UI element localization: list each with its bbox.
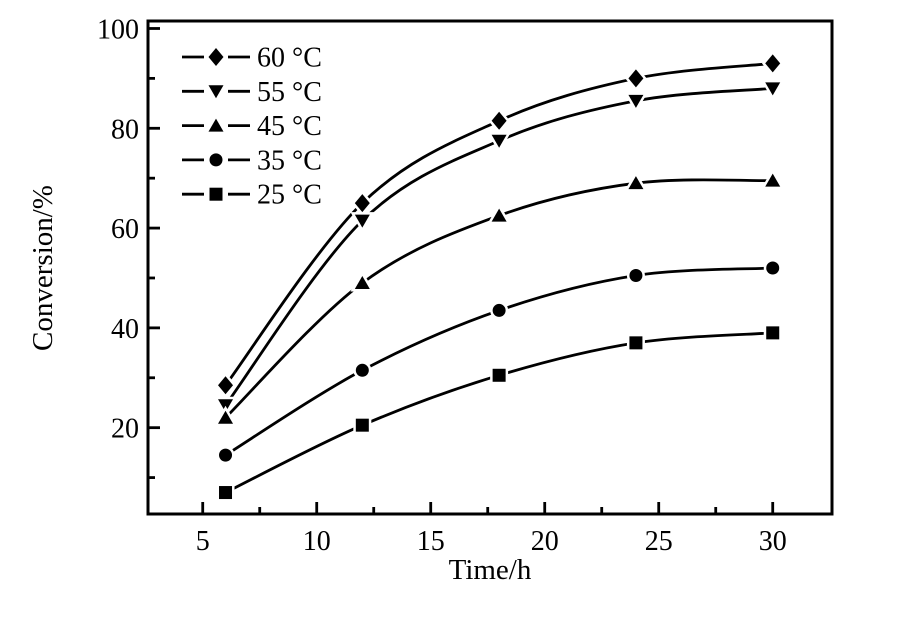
y-tick-label: 80 (111, 114, 139, 145)
legend-marker (209, 153, 223, 167)
series-35c-marker (492, 303, 506, 317)
series-45c-marker (491, 208, 507, 222)
series-25c-line (224, 331, 773, 494)
series-35c-marker (766, 261, 780, 275)
x-tick-label: 30 (759, 526, 787, 557)
legend-label: 55 °C (257, 77, 322, 108)
series-25c-marker (766, 326, 780, 340)
legend-marker (208, 48, 224, 66)
series-55c-line (224, 86, 773, 407)
y-axis-label: Conversion/% (27, 185, 59, 351)
series-35c-marker (219, 448, 233, 462)
series-35c-marker (355, 363, 369, 377)
series-35c-marker (629, 268, 643, 282)
x-tick-label: 5 (196, 526, 210, 557)
legend-marker (208, 118, 224, 132)
series-25c-marker (629, 336, 643, 350)
series-layer (213, 50, 785, 502)
legend-marker (208, 85, 224, 99)
series-55c-marker (354, 214, 370, 228)
series-45c-marker (218, 410, 234, 424)
x-tick-label: 20 (531, 526, 559, 557)
legend-item-60c: 60 °C (182, 43, 322, 74)
series-45c-marker (354, 275, 370, 289)
x-tick-label: 10 (303, 526, 331, 557)
series-55c-marker (765, 82, 781, 96)
series-35c-line (224, 266, 773, 457)
series-60c-line (224, 62, 773, 387)
series-55c-marker (628, 94, 644, 108)
series-25c-marker (219, 486, 233, 500)
legend-item-55c: 55 °C (182, 77, 322, 108)
y-tick-label: 40 (111, 314, 139, 345)
series-55c-marker (491, 134, 507, 148)
series-60c-marker (218, 376, 234, 395)
series-25c-marker (492, 368, 506, 382)
legend-label: 35 °C (257, 145, 322, 176)
legend-item-35c: 35 °C (182, 145, 322, 176)
legend-marker (209, 187, 223, 201)
y-tick-label: 100 (97, 14, 139, 45)
series-45c-marker (765, 173, 781, 187)
series-60c-marker (628, 69, 644, 88)
axes-layer: 5 10 15 20 25 30 20 40 60 80 100 (97, 14, 834, 557)
legend-label: 45 °C (257, 111, 322, 142)
series-45c-marker (628, 176, 644, 190)
y-tick-label: 60 (111, 214, 139, 245)
legend-label: 25 °C (257, 180, 322, 211)
legend-item-45c: 45 °C (182, 111, 322, 142)
series-60c-marker (491, 111, 507, 130)
legend-item-25c: 25 °C (182, 180, 322, 211)
plot-frame (146, 19, 834, 516)
x-tick-label: 15 (417, 526, 445, 557)
x-tick-label: 25 (645, 526, 673, 557)
y-tick-label: 20 (111, 414, 139, 445)
x-axis-label: Time/h (449, 554, 532, 586)
legend-label: 60 °C (257, 43, 322, 74)
legend: 60 °C55 °C45 °C35 °C 25 °C (182, 43, 322, 211)
series-60c-marker (765, 54, 781, 73)
series-60c-marker (354, 194, 370, 213)
series-25c-marker (355, 418, 369, 432)
